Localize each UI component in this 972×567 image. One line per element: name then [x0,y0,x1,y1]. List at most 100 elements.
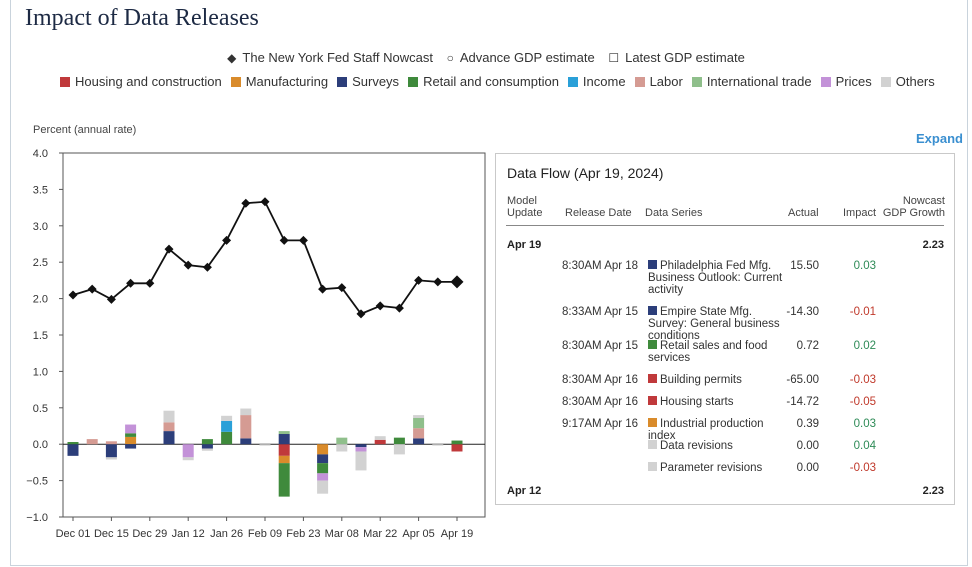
group-nowcast-apr12: 2.23 [922,485,944,497]
series-label: Empire State Mfg. Survey: General busine… [648,306,780,342]
legend-item-retail-and-consumption[interactable]: Retail and consumption [408,74,559,89]
impact-value: -0.01 [849,306,876,318]
data-series[interactable]: Philadelphia Fed Mfg. Business Outlook: … [648,260,793,296]
legend-swatch [634,77,645,87]
bar-segment [105,441,117,445]
bar-segment [374,436,386,440]
bar-segment [413,417,425,429]
nowcast-point [183,260,193,270]
group-label-apr19[interactable]: Apr 19 [507,239,542,251]
bar-segment [393,437,405,445]
release-date: 9:17AM Apr 16 [562,418,639,430]
bar-segment [259,444,271,446]
legend-item-others[interactable]: Others [880,74,935,89]
bar-segment [317,480,329,494]
bar-segment [67,442,79,445]
release-date: 8:30AM Apr 16 [562,396,639,408]
bar-segment [317,473,329,481]
impact-value: 0.03 [853,260,876,272]
legend-swatch [230,77,241,87]
legend-item-manufacturing[interactable]: Manufacturing [230,74,328,89]
actual-value: 0.39 [796,418,819,430]
actual-value: 0.00 [796,462,819,474]
legend-item-latest-gdp[interactable]: ☐ Latest GDP estimate [608,50,744,65]
bar-segment [125,436,137,445]
impact-value: 0.04 [853,440,876,452]
legend-item-nowcast[interactable]: ◆ The New York Fed Staff Nowcast [227,50,433,65]
impact-value: -0.05 [849,396,876,408]
legend-swatch [567,77,578,87]
nowcast-point [222,235,232,245]
legend-item-surveys[interactable]: Surveys [337,74,399,89]
bar-segment [163,431,175,445]
nowcast-point [433,277,443,287]
data-series[interactable]: Data revisions [648,440,793,452]
legend-item-housing-and-construction[interactable]: Housing and construction [60,74,222,89]
x-tick-label: Apr 19 [441,528,473,540]
bar-segment [240,408,252,416]
nowcast-point [68,290,78,300]
y-tick-label: 3.5 [33,184,48,196]
bar-segment [413,438,425,445]
legend-label: Prices [835,74,872,89]
y-axis-label: Percent (annual rate) [33,124,137,136]
series-swatch [648,340,657,349]
y-tick-label: −1.0 [26,512,48,524]
legend-item-prices[interactable]: Prices [820,74,872,89]
legend-label: Advance GDP estimate [459,50,595,65]
series-label: Industrial production index [648,418,764,442]
legend-swatch [337,77,348,87]
bar-segment [413,415,425,418]
release-date: 8:30AM Apr 18 [562,260,639,272]
x-tick-label: Dec 01 [56,528,91,540]
legend-label: Income [582,74,626,89]
legend-label: Others [895,74,935,89]
actual-value: 0.00 [796,440,819,452]
series-swatch [648,418,657,427]
header-release-date: Release Date [565,207,632,219]
nowcast-point [260,197,270,207]
data-series[interactable]: Building permits [648,374,793,386]
bar-segment [336,444,348,452]
legend-item-advance-gdp[interactable]: ○ Advance GDP estimate [447,50,595,65]
header-data-series: Data Series [645,207,703,219]
data-series[interactable]: Retail sales and food services [648,340,793,364]
nowcast-point [87,284,97,294]
x-tick-label: Mar 08 [325,528,359,540]
bar-segment [413,428,425,439]
data-flow-title: Data Flow (Apr 19, 2024) [507,165,664,181]
header-impact: Impact [843,207,877,219]
nowcast-point [356,309,366,319]
data-series[interactable]: Housing starts [648,396,793,408]
bar-segment [221,420,233,432]
legend-item-income[interactable]: Income [567,74,626,89]
data-series[interactable]: Empire State Mfg. Survey: General busine… [648,306,793,342]
impact-value: 0.03 [853,418,876,430]
bar-segment [182,444,194,458]
release-date: 8:33AM Apr 15 [562,306,639,318]
group-label-apr12[interactable]: Apr 12 [507,485,542,497]
x-tick-label: Jan 12 [172,528,205,540]
legend-item-labor[interactable]: Labor [634,74,683,89]
chart-frame [10,0,968,566]
bar-segment [355,447,367,452]
x-tick-label: Dec 29 [132,528,167,540]
legend-item-international-trade[interactable]: International trade [691,74,812,89]
nowcast-point [126,278,136,288]
x-tick-label: Feb 09 [248,528,282,540]
series-swatch [648,260,657,269]
page-title: Impact of Data Releases [25,5,259,31]
data-series[interactable]: Industrial production index [648,418,793,442]
impact-value: -0.03 [849,374,876,386]
bar-segment [374,439,386,445]
actual-value: -14.30 [786,306,819,318]
actual-value: 0.72 [796,340,819,352]
nowcast-point [375,301,385,311]
data-series[interactable]: Parameter revisions [648,462,793,474]
legend-swatch [691,77,702,87]
bar-segment [201,439,213,445]
bar-segment [240,438,252,445]
expand-button[interactable]: Expand [916,131,963,146]
bar-segment [125,444,137,449]
nowcast-point [318,284,328,294]
